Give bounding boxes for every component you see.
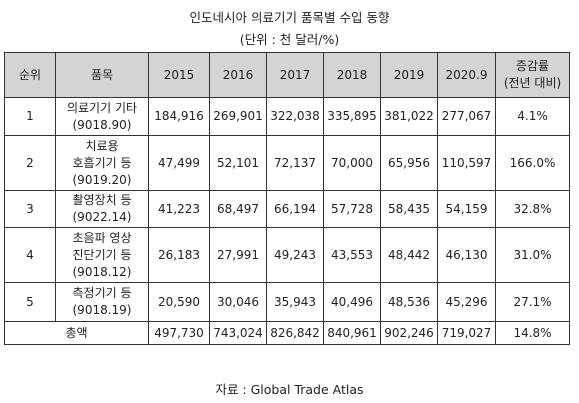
value-2015: 184,916: [148, 97, 210, 136]
value-2016: 30,046: [209, 282, 267, 322]
value-2019: 65,956: [380, 135, 438, 191]
value-2020: 110,597: [437, 135, 496, 191]
item-hs-code: (9018.12): [72, 264, 132, 279]
value-2019: 48,442: [380, 227, 438, 283]
item-hs-code: (9018.90): [72, 117, 132, 132]
value-2018: 43,553: [323, 227, 381, 283]
unit-caption: (단위 : 천 달러/%): [239, 32, 340, 47]
value-2020: 54,159: [437, 190, 496, 228]
value-2017: 49,243: [266, 227, 324, 283]
header-growth-line2: (전년 대비): [503, 76, 562, 90]
item-hs-code: (9022.14): [72, 210, 132, 224]
header-item: 품목: [55, 52, 149, 98]
table-row: 5 측정기기 등 (9018.19) 20,590 30,046 35,943 …: [4, 282, 570, 322]
value-2019: 58,435: [380, 190, 438, 228]
header-2016: 2016: [209, 52, 267, 98]
item-hs-code: (9019.20): [72, 172, 132, 187]
header-2017: 2017: [266, 52, 324, 98]
rank-cell: 5: [4, 282, 56, 322]
growth-cell: 31.0%: [495, 227, 570, 283]
rank-cell: 4: [4, 227, 56, 283]
value-2015: 26,183: [148, 227, 210, 283]
table-title: 인도네시아 의료기기 품목별 수입 동향: [189, 10, 390, 25]
total-growth: 14.8%: [495, 321, 570, 345]
value-2015: 20,590: [148, 282, 210, 322]
growth-cell: 32.8%: [495, 190, 570, 228]
table-row: 3 촬영장치 등 (9022.14) 41,223 68,497 66,194 …: [4, 190, 570, 228]
growth-cell: 27.1%: [495, 282, 570, 322]
item-cell: 초음파 영상 진단기기 등 (9018.12): [55, 227, 149, 283]
table-row: 2 치료용 호흡기기 등 (9019.20) 47,499 52,101 72,…: [4, 135, 570, 191]
rank-cell: 3: [4, 190, 56, 228]
header-row: 순위 품목 2015 2016 2017 2018 2019 2020.9 증감…: [4, 52, 570, 98]
item-name: 촬영장치 등: [72, 193, 132, 207]
value-2017: 66,194: [266, 190, 324, 228]
value-2019: 48,536: [380, 282, 438, 322]
total-2019: 902,246: [380, 321, 438, 345]
rank-cell: 2: [4, 135, 56, 191]
value-2020: 45,296: [437, 282, 496, 322]
item-name-line2: 진단기기 등: [72, 247, 132, 262]
value-2017: 322,038: [266, 97, 324, 136]
growth-cell: 166.0%: [495, 135, 570, 191]
value-2017: 72,137: [266, 135, 324, 191]
item-name-line2: 호흡기기 등: [72, 155, 132, 170]
item-hs-code: (9018.19): [72, 303, 132, 317]
value-2018: 70,000: [323, 135, 381, 191]
header-2020: 2020.9: [437, 52, 496, 98]
total-2016: 743,024: [209, 321, 267, 345]
value-2018: 57,728: [323, 190, 381, 228]
value-2016: 269,901: [209, 97, 267, 136]
value-2018: 40,496: [323, 282, 381, 322]
value-2020: 277,067: [437, 97, 496, 136]
total-2018: 840,961: [323, 321, 381, 345]
value-2016: 27,991: [209, 227, 267, 283]
header-2015: 2015: [148, 52, 210, 98]
header-2018: 2018: [323, 52, 381, 98]
item-name-line1: 초음파 영상: [72, 230, 132, 245]
header-growth-line1: 증감률: [515, 59, 550, 73]
rank-cell: 1: [4, 97, 56, 136]
table-row: 1 의료기기 기타 (9018.90) 184,916 269,901 322,…: [4, 97, 570, 136]
import-table: 순위 품목 2015 2016 2017 2018 2019 2020.9 증감…: [4, 52, 570, 345]
value-2015: 47,499: [148, 135, 210, 191]
table-row: 4 초음파 영상 진단기기 등 (9018.12) 26,183 27,991 …: [4, 227, 570, 283]
total-2017: 826,842: [266, 321, 324, 345]
total-2015: 497,730: [148, 321, 210, 345]
item-name: 측정기기 등: [72, 286, 132, 300]
value-2020: 46,130: [437, 227, 496, 283]
item-cell: 치료용 호흡기기 등 (9019.20): [55, 135, 149, 191]
value-2016: 52,101: [209, 135, 267, 191]
item-cell: 의료기기 기타 (9018.90): [55, 97, 149, 136]
header-2019: 2019: [380, 52, 438, 98]
growth-cell: 4.1%: [495, 97, 570, 136]
item-name-line1: 치료용: [85, 138, 119, 153]
item-cell: 촬영장치 등 (9022.14): [55, 190, 149, 228]
total-row: 총액 497,730 743,024 826,842 840,961 902,2…: [4, 321, 570, 345]
item-name: 의료기기 기타: [66, 100, 138, 115]
item-cell: 측정기기 등 (9018.19): [55, 282, 149, 322]
value-2019: 381,022: [380, 97, 438, 136]
value-2018: 335,895: [323, 97, 381, 136]
source-note: 자료 : Global Trade Atlas: [215, 382, 364, 397]
value-2015: 41,223: [148, 190, 210, 228]
value-2017: 35,943: [266, 282, 324, 322]
value-2016: 68,497: [209, 190, 267, 228]
header-growth: 증감률 (전년 대비): [495, 52, 570, 98]
total-label: 총액: [4, 321, 149, 345]
total-2020: 719,027: [437, 321, 496, 345]
header-rank: 순위: [4, 52, 56, 98]
